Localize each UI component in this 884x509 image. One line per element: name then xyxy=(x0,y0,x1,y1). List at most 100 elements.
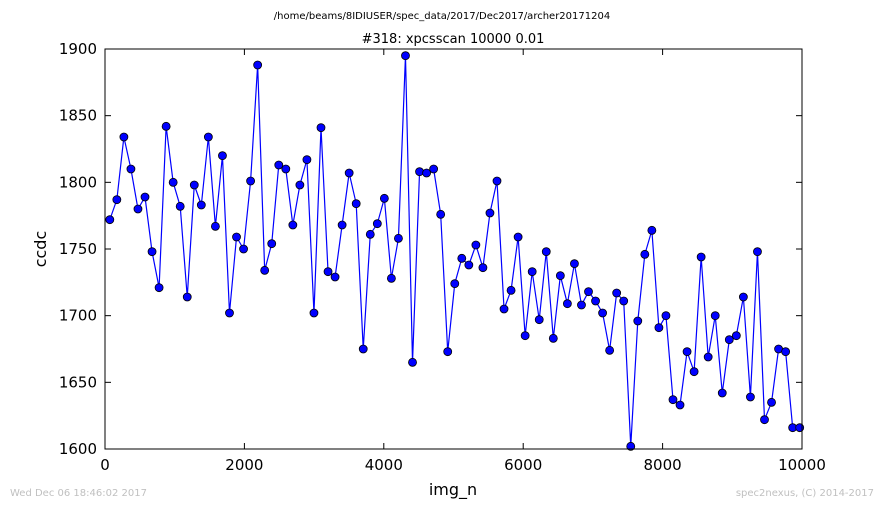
data-point xyxy=(527,267,537,277)
data-point xyxy=(464,260,474,270)
data-point xyxy=(274,160,284,170)
chart-title: #318: xpcsscan 10000 0.01 xyxy=(362,32,545,47)
data-point xyxy=(703,352,713,362)
data-point xyxy=(358,344,368,354)
data-point xyxy=(415,167,424,177)
data-point xyxy=(436,209,446,219)
data-point xyxy=(401,51,410,61)
data-point xyxy=(584,287,593,297)
data-point xyxy=(485,208,495,218)
data-point xyxy=(598,308,607,318)
x-tick-label: 6000 xyxy=(504,456,542,474)
data-point xyxy=(577,300,586,310)
data-point xyxy=(386,273,396,283)
data-point xyxy=(562,299,572,309)
data-point xyxy=(668,395,678,405)
footer-credit: spec2nexus, (C) 2014-2017 xyxy=(735,488,874,499)
data-point xyxy=(288,220,298,230)
data-point xyxy=(211,221,220,231)
data-point xyxy=(196,200,206,210)
data-point xyxy=(225,308,234,318)
x-axis-label: img_n xyxy=(429,480,477,500)
data-point xyxy=(555,271,565,281)
data-point xyxy=(731,331,741,341)
y-tick-label: 1800 xyxy=(59,173,97,191)
data-point xyxy=(161,121,171,131)
data-point xyxy=(175,201,185,211)
data-point xyxy=(281,164,291,174)
data-point xyxy=(710,311,720,321)
data-point xyxy=(717,388,727,398)
data-point xyxy=(295,180,305,190)
data-point xyxy=(626,441,636,451)
data-point xyxy=(429,164,439,174)
x-tick-label: 8000 xyxy=(644,456,682,474)
data-point xyxy=(119,132,129,142)
data-point xyxy=(394,233,403,243)
y-tick-label: 1650 xyxy=(59,373,97,391)
data-point xyxy=(570,259,579,269)
data-point xyxy=(746,392,755,402)
data-point xyxy=(675,400,685,410)
x-tick-label: 4000 xyxy=(365,456,403,474)
data-point xyxy=(189,180,199,190)
data-point xyxy=(147,247,157,257)
data-point xyxy=(140,192,150,202)
footer-timestamp: Wed Dec 06 18:46:02 2017 xyxy=(10,488,147,499)
data-point xyxy=(203,132,213,142)
data-point xyxy=(548,333,558,343)
data-point xyxy=(365,229,375,239)
data-point xyxy=(738,292,748,302)
data-point xyxy=(218,151,227,161)
series-ccdc xyxy=(105,51,805,451)
data-point xyxy=(682,347,692,357)
y-tick-label: 1600 xyxy=(59,440,97,458)
data-point xyxy=(351,199,361,209)
data-point xyxy=(760,415,769,425)
data-point xyxy=(232,232,241,242)
data-point xyxy=(640,249,650,259)
data-point xyxy=(239,244,248,254)
data-point xyxy=(696,252,706,262)
data-point xyxy=(724,335,734,345)
y-tick-label: 1700 xyxy=(59,307,97,325)
data-point xyxy=(506,285,516,295)
plot-frame xyxy=(104,48,803,450)
data-point xyxy=(267,239,277,249)
data-point xyxy=(422,168,431,178)
data-point xyxy=(619,296,629,306)
chart-suptitle: /home/beams/8IDIUSER/spec_data/2017/Dec2… xyxy=(274,11,610,22)
data-point xyxy=(105,215,115,225)
data-point xyxy=(316,123,326,133)
x-tick-label: 2000 xyxy=(225,456,263,474)
data-point xyxy=(246,176,256,186)
data-point xyxy=(182,292,192,302)
data-point xyxy=(612,288,622,298)
data-point xyxy=(260,265,270,275)
data-point xyxy=(450,279,460,289)
data-point xyxy=(379,193,389,203)
axis-ticks: 0 2000 4000 6000 8000 10000 1600 1650 1700 1750 18… xyxy=(59,40,826,474)
data-point xyxy=(499,304,509,314)
data-point xyxy=(344,168,354,178)
x-tick-label: 10000 xyxy=(778,456,826,474)
data-point xyxy=(647,225,657,235)
data-point xyxy=(492,176,502,186)
y-axis-label: ccdc xyxy=(31,231,50,268)
data-point xyxy=(661,311,671,321)
data-point xyxy=(330,272,340,282)
data-point xyxy=(443,347,453,357)
data-point xyxy=(337,220,347,230)
data-point xyxy=(309,308,319,318)
data-point xyxy=(471,240,481,250)
data-point xyxy=(372,219,382,229)
x-tick-label: 0 xyxy=(100,456,110,474)
y-tick-label: 1850 xyxy=(59,107,97,125)
data-point xyxy=(513,232,523,242)
data-point xyxy=(605,345,615,355)
data-point xyxy=(457,253,467,263)
data-point xyxy=(781,347,791,357)
y-tick-label: 1750 xyxy=(59,240,97,258)
data-point xyxy=(126,164,136,174)
